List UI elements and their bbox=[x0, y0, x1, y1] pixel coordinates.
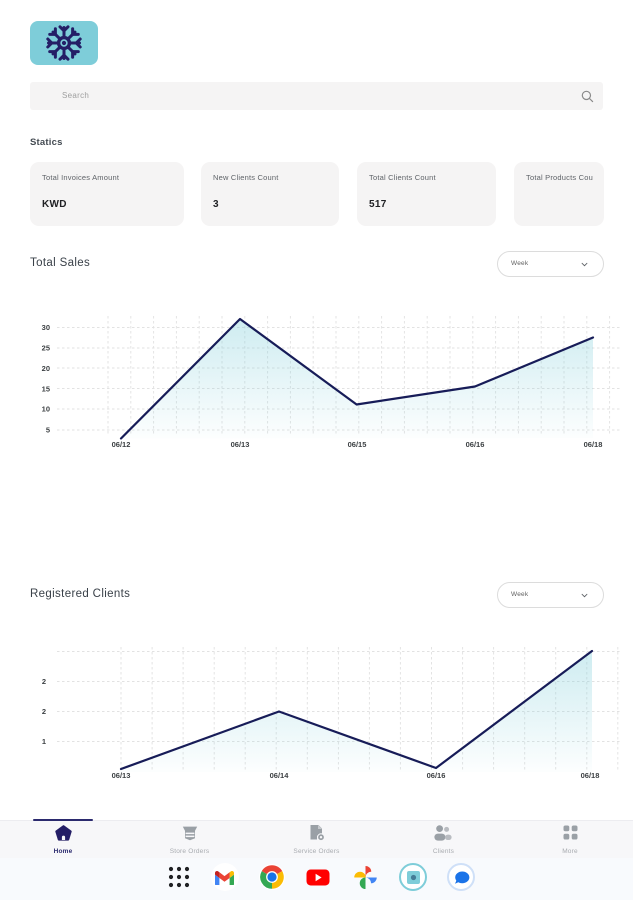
svg-text:06/15: 06/15 bbox=[348, 440, 367, 449]
svg-text:20: 20 bbox=[42, 364, 50, 373]
svg-text:06/18: 06/18 bbox=[584, 440, 603, 449]
svg-text:06/16: 06/16 bbox=[466, 440, 485, 449]
svg-text:06/13: 06/13 bbox=[112, 771, 131, 780]
svg-text:30: 30 bbox=[42, 323, 50, 332]
svg-text:2: 2 bbox=[42, 677, 46, 686]
svg-text:06/14: 06/14 bbox=[270, 771, 290, 780]
svg-text:2: 2 bbox=[42, 707, 46, 716]
svg-text:06/16: 06/16 bbox=[427, 771, 446, 780]
svg-text:10: 10 bbox=[42, 405, 50, 414]
svg-text:06/18: 06/18 bbox=[581, 771, 600, 780]
svg-text:25: 25 bbox=[42, 344, 50, 353]
svg-text:1: 1 bbox=[42, 737, 46, 746]
svg-text:06/13: 06/13 bbox=[231, 440, 250, 449]
svg-text:06/12: 06/12 bbox=[112, 440, 131, 449]
svg-text:5: 5 bbox=[46, 426, 50, 435]
svg-text:15: 15 bbox=[42, 385, 50, 394]
